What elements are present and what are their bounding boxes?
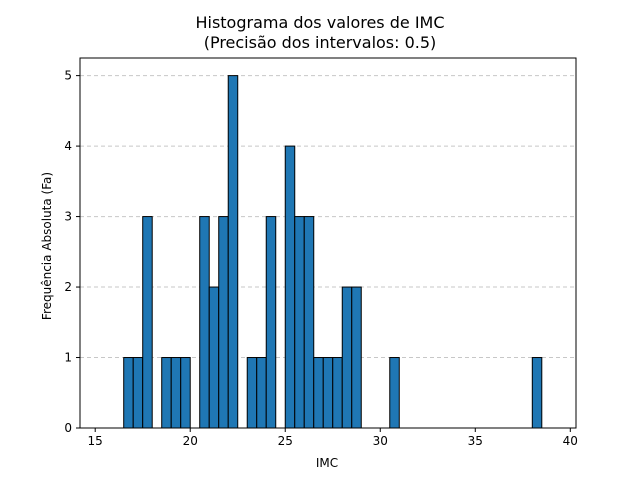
histogram-bar <box>218 216 229 429</box>
y-tick-label: 4 <box>64 139 72 153</box>
x-tick-label: 40 <box>563 434 578 448</box>
x-tick-label: 30 <box>373 434 388 448</box>
y-axis-label: Frequência Absoluta (Fa) <box>40 172 54 320</box>
histogram-bar <box>531 357 543 429</box>
y-tick-label: 1 <box>64 351 72 365</box>
histogram-bar <box>332 357 343 429</box>
plot-frame <box>79 57 577 429</box>
x-axis-label: IMC <box>316 456 338 470</box>
histogram-bar <box>265 216 277 429</box>
histogram-bar <box>132 357 144 429</box>
histogram-bar <box>284 145 296 429</box>
histogram-bars <box>123 75 543 429</box>
histogram-bar <box>389 357 400 429</box>
x-tick-label: 35 <box>468 434 483 448</box>
histogram-bar <box>294 216 305 429</box>
histogram-bar <box>313 357 324 429</box>
x-axis: 15 20 25 30 35 40 <box>88 428 578 448</box>
x-tick-label: 25 <box>278 434 293 448</box>
histogram-bar <box>180 357 191 429</box>
chart-title-line2: (Precisão dos intervalos: 0.5) <box>204 33 437 52</box>
histogram-bar <box>246 357 258 429</box>
x-tick-label: 20 <box>183 434 198 448</box>
y-tick-label: 0 <box>64 421 72 435</box>
histogram-bar <box>322 357 334 429</box>
histogram-bar <box>208 286 220 429</box>
histogram-bar <box>341 286 353 429</box>
histogram-bar <box>123 357 134 429</box>
histogram-bar <box>161 357 172 429</box>
y-gridlines <box>80 75 576 359</box>
y-tick-label: 2 <box>64 280 72 294</box>
histogram-bar <box>256 357 267 429</box>
histogram-bar <box>303 216 315 429</box>
histogram-bar <box>351 286 362 429</box>
histogram-bar <box>142 216 153 429</box>
y-axis: 0 1 2 3 4 5 <box>64 69 80 435</box>
histogram-bar <box>227 75 239 429</box>
y-tick-label: 5 <box>64 69 72 83</box>
y-tick-label: 3 <box>64 210 72 224</box>
histogram-bar <box>170 357 182 429</box>
histogram-bar <box>199 216 210 429</box>
x-tick-label: 15 <box>88 434 103 448</box>
chart-title-line1: Histograma dos valores de IMC <box>195 13 444 32</box>
